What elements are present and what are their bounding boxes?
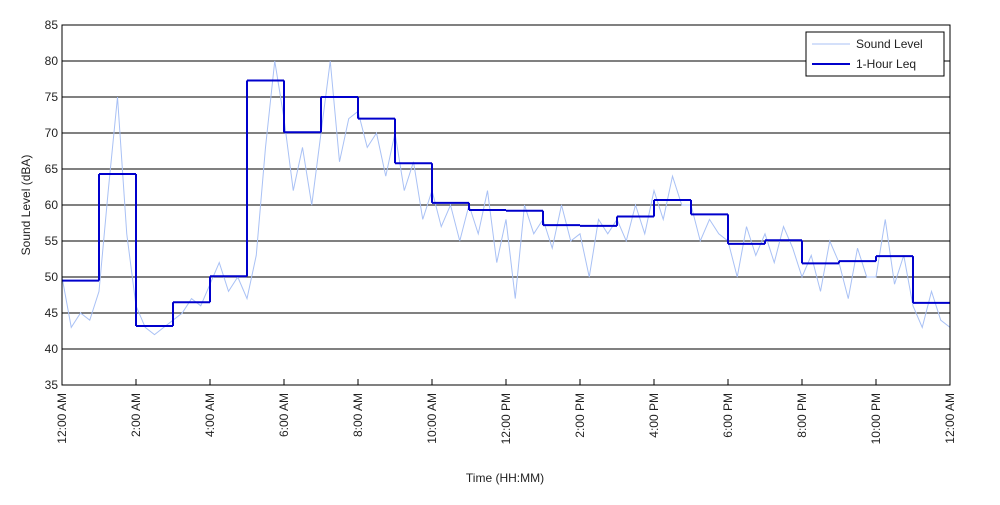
y-tick-label: 65 (45, 162, 59, 176)
y-axis-label: Sound Level (dBA) (19, 155, 33, 256)
y-tick-label: 35 (45, 378, 59, 392)
y-tick-label: 70 (45, 126, 59, 140)
x-tick-label: 6:00 PM (721, 393, 735, 438)
x-tick-label: 8:00 AM (351, 393, 365, 437)
x-tick-label: 10:00 PM (869, 393, 883, 444)
legend-label: 1-Hour Leq (856, 57, 916, 71)
x-tick-label: 2:00 PM (573, 393, 587, 438)
y-tick-label: 60 (45, 198, 59, 212)
x-tick-label: 2:00 AM (129, 393, 143, 437)
y-tick-label: 40 (45, 342, 59, 356)
y-tick-label: 75 (45, 90, 59, 104)
x-tick-label: 12:00 PM (499, 393, 513, 444)
x-tick-label: 4:00 AM (203, 393, 217, 437)
plot-frame (61, 24, 951, 386)
legend-label: Sound Level (856, 37, 923, 51)
y-tick-label: 85 (45, 18, 59, 32)
y-tick-label: 50 (45, 270, 59, 284)
x-tick-label: 4:00 PM (647, 393, 661, 438)
y-tick-label: 80 (45, 54, 59, 68)
x-tick-label: 8:00 PM (795, 393, 809, 438)
y-tick-label: 55 (45, 234, 59, 248)
x-tick-label: 12:00 AM (943, 393, 957, 444)
x-tick-label: 6:00 AM (277, 393, 291, 437)
y-tick-label: 45 (45, 306, 59, 320)
legend-box (805, 31, 945, 77)
x-tick-label: 10:00 AM (425, 393, 439, 444)
x-axis-label: Time (HH:MM) (466, 471, 544, 485)
x-tick-label: 12:00 AM (55, 393, 69, 444)
